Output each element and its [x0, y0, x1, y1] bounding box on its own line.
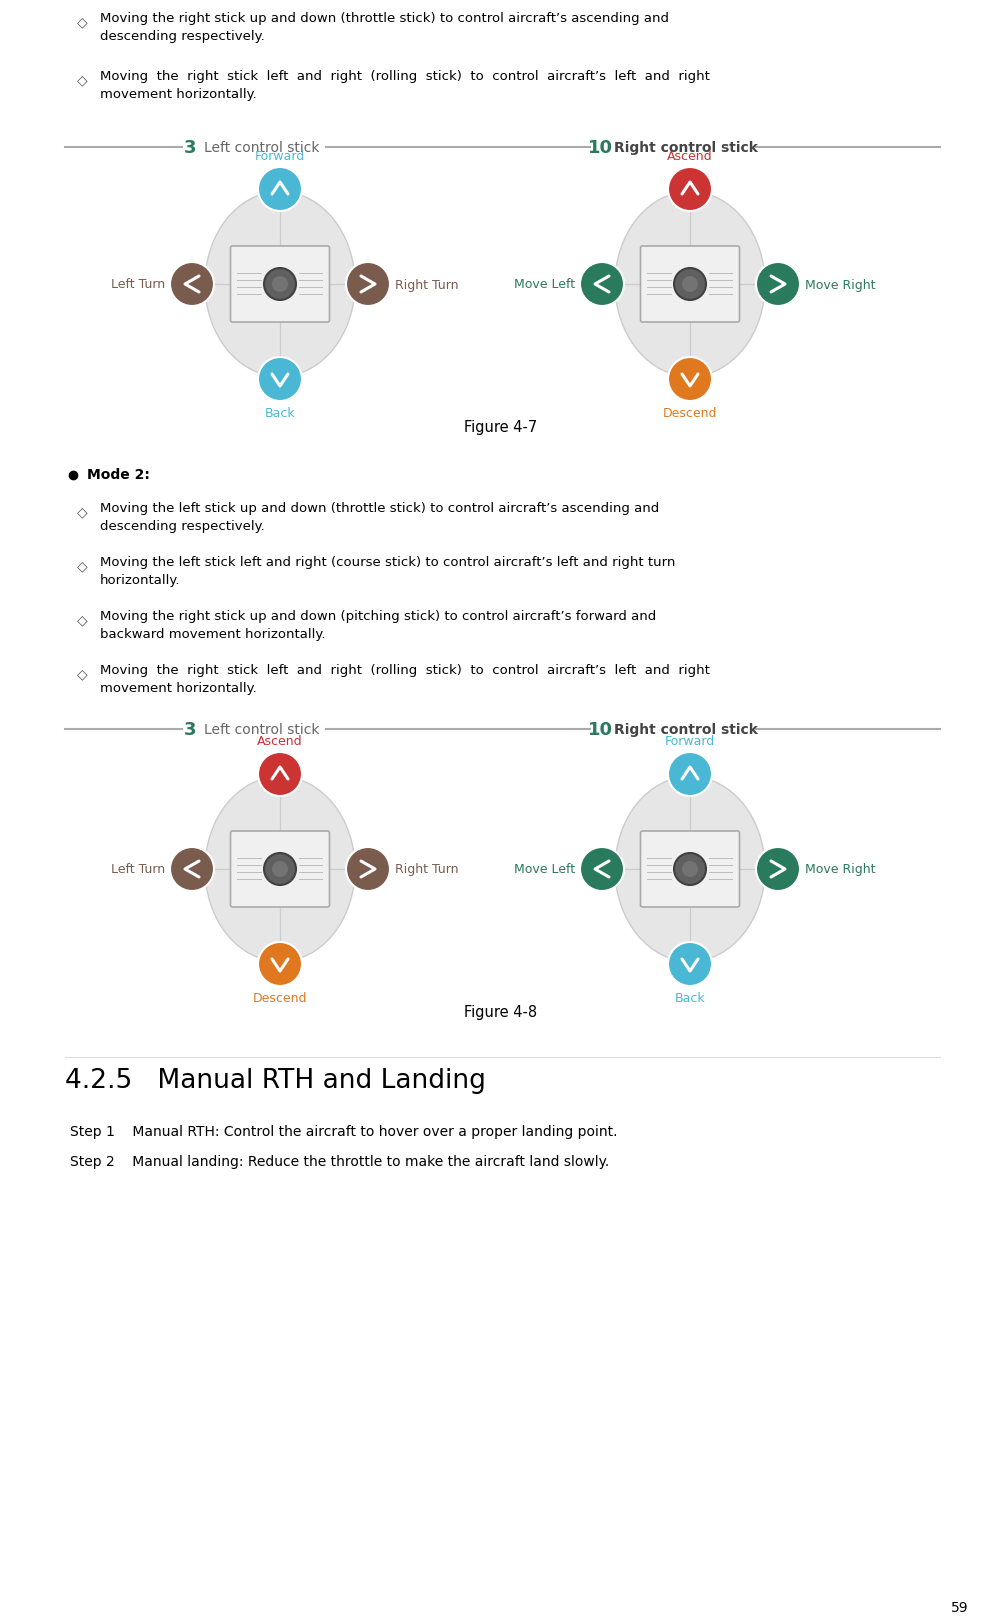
Text: Left control stick: Left control stick	[203, 141, 320, 154]
Circle shape	[258, 753, 302, 797]
Circle shape	[346, 263, 390, 307]
Text: Move Right: Move Right	[805, 278, 875, 291]
FancyBboxPatch shape	[640, 247, 738, 323]
Text: Move Left: Move Left	[513, 863, 574, 876]
Text: ◇: ◇	[76, 73, 87, 88]
Text: Step 1    Manual RTH: Control the aircraft to hover over a proper landing point.: Step 1 Manual RTH: Control the aircraft …	[70, 1125, 617, 1138]
Circle shape	[579, 847, 623, 891]
Text: Right Turn: Right Turn	[395, 863, 458, 876]
Circle shape	[667, 357, 711, 403]
Circle shape	[673, 854, 705, 886]
Text: Right control stick: Right control stick	[613, 722, 758, 737]
Text: Ascend: Ascend	[666, 149, 712, 162]
Text: Forward: Forward	[664, 735, 714, 748]
Text: Moving the left stick left and right (course stick) to control aircraft’s left a: Moving the left stick left and right (co…	[100, 555, 674, 568]
Text: Moving the right stick up and down (throttle stick) to control aircraft’s ascend: Moving the right stick up and down (thro…	[100, 11, 668, 24]
Text: movement horizontally.: movement horizontally.	[100, 682, 257, 695]
Text: Back: Back	[674, 992, 704, 1005]
Text: horizontally.: horizontally.	[100, 573, 180, 586]
Ellipse shape	[614, 193, 765, 377]
Text: 10: 10	[587, 721, 612, 738]
Text: Descend: Descend	[662, 407, 716, 420]
Circle shape	[667, 167, 711, 213]
Text: ◇: ◇	[76, 15, 87, 29]
Text: Left Turn: Left Turn	[111, 863, 165, 876]
Text: backward movement horizontally.: backward movement horizontally.	[100, 628, 326, 641]
Text: ◇: ◇	[76, 558, 87, 573]
Text: Figure 4-8: Figure 4-8	[464, 1005, 537, 1019]
Text: ◇: ◇	[76, 612, 87, 626]
Circle shape	[258, 167, 302, 213]
Text: 3: 3	[183, 140, 196, 157]
Text: 59: 59	[950, 1600, 968, 1613]
Circle shape	[681, 278, 697, 292]
Text: Left Turn: Left Turn	[111, 278, 165, 291]
Circle shape	[667, 753, 711, 797]
Circle shape	[673, 269, 705, 300]
Circle shape	[169, 847, 213, 891]
Text: 10: 10	[587, 140, 612, 157]
Text: Forward: Forward	[255, 149, 305, 162]
Text: Mode 2:: Mode 2:	[87, 467, 149, 482]
Circle shape	[756, 847, 800, 891]
Circle shape	[258, 943, 302, 987]
FancyBboxPatch shape	[230, 831, 330, 907]
Circle shape	[346, 847, 390, 891]
Text: Moving  the  right  stick  left  and  right  (rolling  stick)  to  control  airc: Moving the right stick left and right (r…	[100, 664, 709, 677]
Text: movement horizontally.: movement horizontally.	[100, 88, 257, 101]
Text: descending respectively.: descending respectively.	[100, 519, 265, 532]
Text: Right Turn: Right Turn	[395, 278, 458, 291]
Text: ◇: ◇	[76, 505, 87, 519]
Circle shape	[264, 854, 296, 886]
Text: Move Left: Move Left	[513, 278, 574, 291]
Circle shape	[264, 269, 296, 300]
Text: ◇: ◇	[76, 667, 87, 680]
Circle shape	[681, 862, 697, 878]
Text: Figure 4-7: Figure 4-7	[464, 420, 537, 435]
Circle shape	[272, 278, 288, 292]
Text: Back: Back	[265, 407, 295, 420]
Text: 3: 3	[183, 721, 196, 738]
Text: Right control stick: Right control stick	[613, 141, 758, 154]
Text: descending respectively.: descending respectively.	[100, 29, 265, 42]
Text: Ascend: Ascend	[257, 735, 303, 748]
Circle shape	[756, 263, 800, 307]
Circle shape	[169, 263, 213, 307]
FancyBboxPatch shape	[640, 831, 738, 907]
Ellipse shape	[614, 777, 765, 962]
Circle shape	[579, 263, 623, 307]
Text: Step 2    Manual landing: Reduce the throttle to make the aircraft land slowly.: Step 2 Manual landing: Reduce the thrott…	[70, 1154, 608, 1169]
Text: Left control stick: Left control stick	[203, 722, 320, 737]
Circle shape	[272, 862, 288, 878]
Text: Moving the right stick up and down (pitching stick) to control aircraft’s forwar: Moving the right stick up and down (pitc…	[100, 610, 655, 623]
Ellipse shape	[204, 193, 355, 377]
Text: Descend: Descend	[253, 992, 307, 1005]
FancyBboxPatch shape	[230, 247, 330, 323]
Text: Moving  the  right  stick  left  and  right  (rolling  stick)  to  control  airc: Moving the right stick left and right (r…	[100, 70, 709, 83]
Circle shape	[667, 943, 711, 987]
Text: Moving the left stick up and down (throttle stick) to control aircraft’s ascendi: Moving the left stick up and down (throt…	[100, 502, 658, 514]
Circle shape	[258, 357, 302, 403]
Text: Move Right: Move Right	[805, 863, 875, 876]
Text: 4.2.5   Manual RTH and Landing: 4.2.5 Manual RTH and Landing	[65, 1068, 485, 1094]
Ellipse shape	[204, 777, 355, 962]
